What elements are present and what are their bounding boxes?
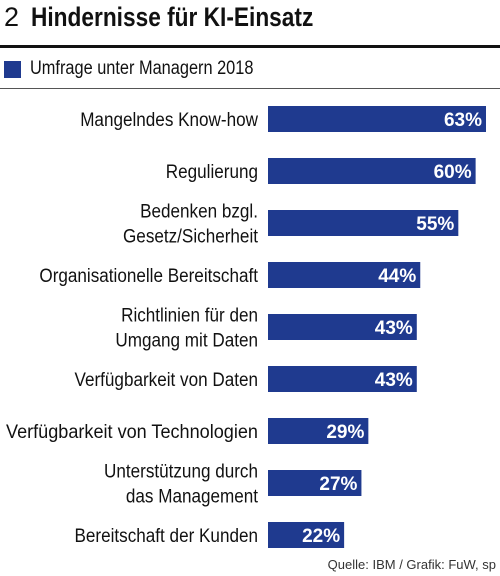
legend-divider — [0, 88, 500, 89]
bar — [268, 262, 421, 288]
chart-number: 2 — [4, 2, 20, 32]
bar — [268, 210, 459, 236]
category-label: das Management — [126, 487, 259, 508]
bar-value-label: 27% — [319, 474, 357, 495]
category-label: Verfügbarkeit von Daten — [75, 370, 259, 391]
bar — [268, 106, 486, 132]
bar-value-label: 60% — [434, 162, 472, 183]
bar-value-label: 63% — [444, 110, 482, 131]
bar-value-label: 55% — [416, 214, 454, 235]
legend: Umfrage unter Managern 2018 — [4, 56, 290, 82]
chart-header: 2 Hindernisse für KI-Einsatz — [4, 2, 367, 42]
category-label: Verfügbarkeit von Technologien — [6, 422, 258, 443]
bar-value-label: 44% — [378, 266, 416, 287]
category-label: Organisationelle Bereitschaft — [39, 266, 258, 287]
category-label: Gesetz/Sicherheit — [123, 227, 259, 248]
legend-swatch — [4, 60, 21, 78]
bar-value-label: 22% — [302, 526, 340, 547]
category-label: Bedenken bzgl. — [140, 202, 258, 223]
category-label: Umgang mit Daten — [115, 331, 258, 352]
source-note: Quelle: IBM / Grafik: FuW, sp — [327, 557, 496, 572]
bar — [268, 470, 362, 496]
bar — [268, 366, 417, 392]
bar — [268, 158, 476, 184]
bar — [268, 418, 369, 444]
legend-label: Umfrage unter Managern 2018 — [30, 58, 254, 79]
bar-value-label: 29% — [326, 422, 364, 443]
bar-value-label: 43% — [375, 318, 413, 339]
bar-value-label: 43% — [375, 370, 413, 391]
category-label: Mangelndes Know-how — [80, 110, 258, 131]
category-label: Bereitschaft der Kunden — [75, 526, 259, 547]
title-divider — [0, 45, 500, 48]
category-label: Unterstützung durch — [104, 462, 258, 483]
category-label: Regulierung — [166, 162, 258, 183]
bar — [268, 522, 345, 548]
chart-title: Hindernisse für KI-Einsatz — [31, 2, 314, 32]
bar — [268, 314, 417, 340]
category-label: Richtlinien für den — [121, 306, 258, 327]
